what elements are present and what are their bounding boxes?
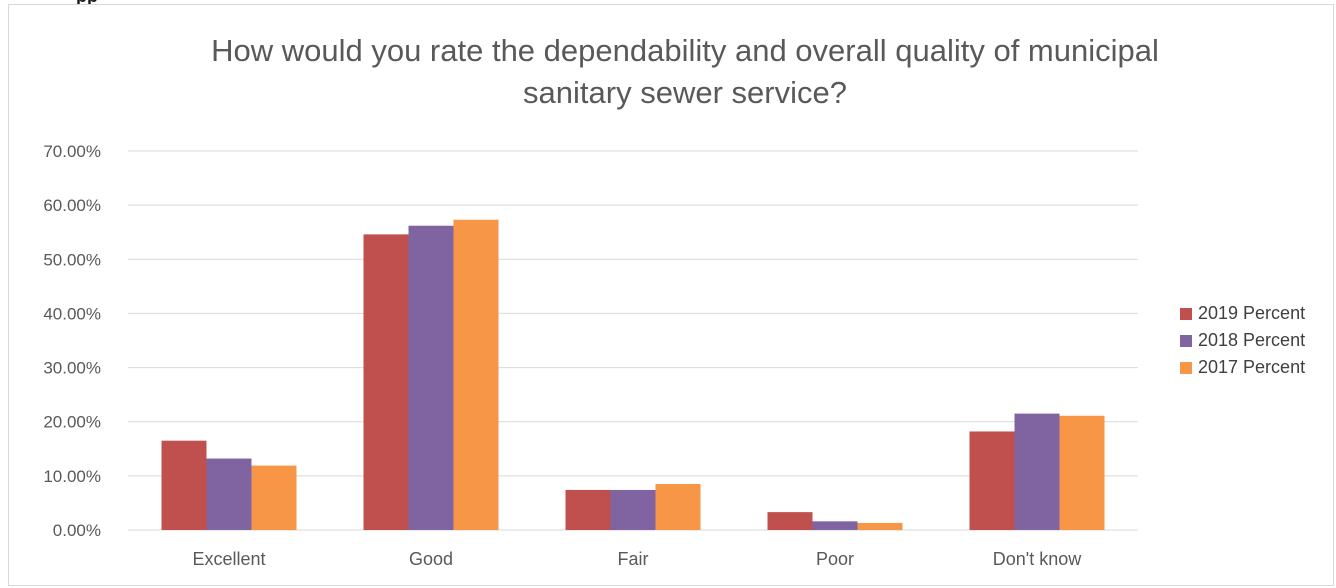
bar: [969, 431, 1015, 530]
bar: [251, 465, 297, 530]
header-strip: pp: [0, 0, 1336, 4]
bar: [453, 219, 499, 531]
bar: [610, 489, 656, 530]
bar: [767, 512, 813, 530]
y-tick-label: 0.00%: [53, 521, 101, 540]
legend-swatch: [1180, 361, 1192, 374]
header-fragment-text: pp: [76, 0, 98, 4]
x-tick-label: Good: [409, 549, 453, 569]
legend-label: 2018 Percent: [1198, 330, 1306, 350]
y-tick-label: 70.00%: [43, 142, 101, 161]
y-tick-label: 60.00%: [43, 196, 101, 215]
y-tick-label: 40.00%: [43, 304, 101, 323]
y-tick-label: 30.00%: [43, 359, 101, 378]
legend-swatch: [1180, 334, 1192, 347]
bar: [408, 225, 454, 530]
y-tick-label: 50.00%: [43, 250, 101, 269]
legend-item: 2018 Percent: [1180, 327, 1305, 354]
y-tick-label: 10.00%: [43, 467, 101, 486]
x-tick-label: Poor: [816, 549, 854, 569]
chart-title: How would you rate the dependability and…: [211, 33, 1159, 110]
legend-label: 2017 Percent: [1198, 357, 1306, 377]
x-tick-label: Don't know: [993, 549, 1082, 569]
bar: [812, 521, 858, 530]
bar: [1014, 413, 1060, 530]
x-tick-label: Fair: [618, 549, 649, 569]
chart-legend: 2019 Percent 2018 Percent 2017 Percent: [1180, 300, 1305, 381]
legend-item: 2019 Percent: [1180, 300, 1305, 327]
bar: [363, 234, 409, 530]
legend-item: 2017 Percent: [1180, 354, 1305, 381]
bar: [857, 522, 903, 530]
x-tick-label: Excellent: [192, 549, 265, 569]
legend-swatch: [1180, 307, 1192, 320]
bar: [1059, 415, 1105, 530]
bar: [655, 483, 701, 530]
bar: [206, 458, 252, 530]
y-tick-label: 20.00%: [43, 413, 101, 432]
legend-label: 2019 Percent: [1198, 303, 1306, 323]
bar: [565, 489, 611, 530]
bar: [161, 440, 207, 530]
